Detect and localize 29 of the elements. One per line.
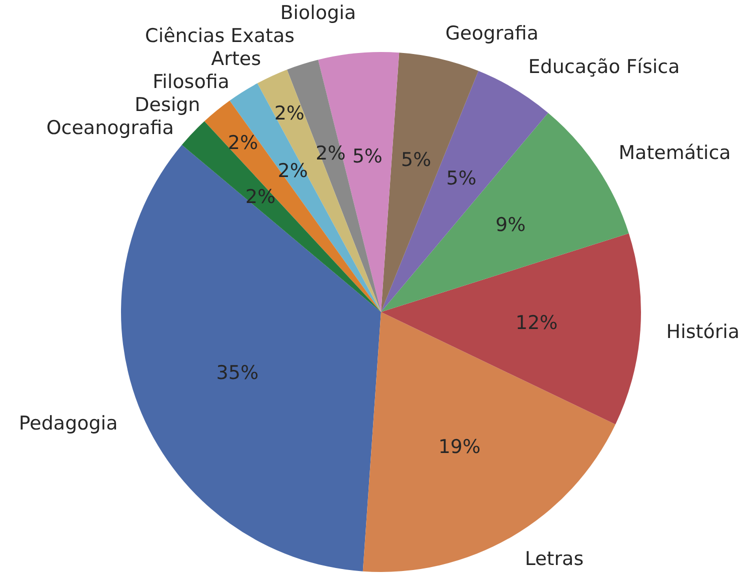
slice-label: Filosofia (152, 71, 230, 93)
slice-label: Pedagogia (18, 412, 118, 435)
slice-label: Artes (211, 48, 262, 70)
pie-slice (381, 52, 478, 312)
pie-slice (381, 233, 641, 424)
data-label: 2% (228, 132, 258, 154)
slice-label: Oceanografia (46, 117, 174, 139)
slice-label: Educação Física (528, 56, 680, 78)
data-label: 35% (216, 362, 259, 384)
data-label: 2% (245, 186, 276, 208)
data-label: 19% (438, 436, 481, 458)
pie-slice (362, 312, 616, 572)
slice-label: História (666, 320, 740, 343)
data-label: 9% (496, 214, 526, 236)
data-label: 2% (274, 102, 304, 125)
data-label: 5% (352, 146, 382, 168)
slice-label: Biologia (280, 2, 356, 24)
slice-label: Design (134, 94, 200, 116)
pie-slice (230, 83, 381, 312)
data-label: 5% (446, 167, 476, 190)
pie-slice (204, 100, 381, 312)
data-label: 12% (516, 312, 558, 334)
slice-label: Ciências Exatas (145, 25, 295, 47)
data-label: 5% (401, 149, 432, 171)
slice-label: Matemática (618, 142, 731, 164)
pie-slice (318, 52, 400, 312)
pie-slice (182, 121, 381, 312)
slice-label: Letras (524, 548, 584, 570)
slice-label: Geografia (445, 22, 539, 44)
